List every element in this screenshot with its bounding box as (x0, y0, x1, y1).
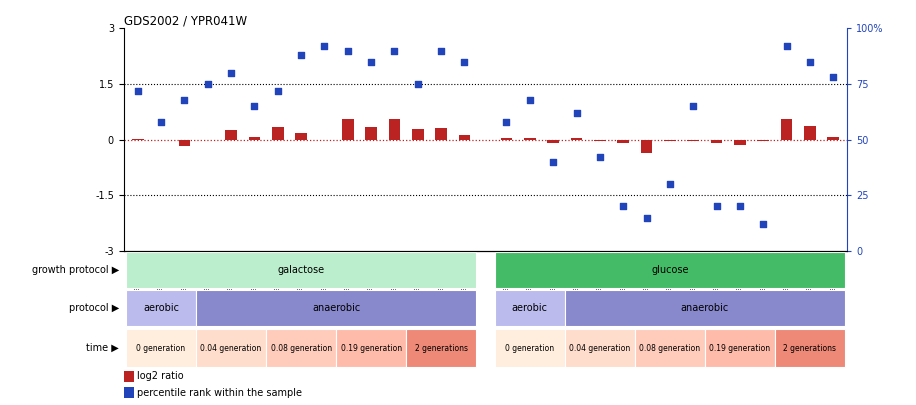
Bar (295, 133, 307, 140)
Text: glucose: glucose (651, 265, 689, 275)
Text: 0 generation: 0 generation (136, 343, 186, 352)
Text: GDS2002 / YPR041W: GDS2002 / YPR041W (124, 14, 246, 27)
Bar (132, 139, 144, 140)
Point (224, 70, 238, 76)
Text: protocol ▶: protocol ▶ (69, 303, 119, 313)
Point (802, 58, 817, 65)
Point (317, 43, 332, 49)
Bar (124, 371, 134, 382)
Bar (775, 328, 845, 367)
Point (522, 96, 537, 103)
Bar (406, 328, 476, 367)
Text: log2 ratio: log2 ratio (136, 371, 183, 381)
Text: 0.19 generation: 0.19 generation (341, 343, 401, 352)
Bar (524, 138, 536, 140)
Point (733, 203, 747, 210)
Bar (248, 137, 260, 140)
Text: 0.04 generation: 0.04 generation (569, 343, 630, 352)
Bar (495, 290, 565, 326)
Bar (272, 127, 284, 140)
Bar (266, 328, 336, 367)
Bar (388, 119, 400, 140)
Text: 0.19 generation: 0.19 generation (709, 343, 770, 352)
Bar (126, 328, 196, 367)
Bar (565, 328, 635, 367)
Bar (617, 140, 629, 143)
Bar (827, 137, 839, 140)
Bar (459, 135, 470, 140)
Text: 2 generations: 2 generations (415, 343, 468, 352)
Bar (571, 138, 583, 140)
Point (201, 81, 215, 87)
Point (154, 119, 169, 125)
Point (593, 154, 607, 161)
Bar (780, 119, 792, 140)
Text: galactose: galactose (278, 265, 324, 275)
Point (616, 203, 630, 210)
Bar (687, 140, 699, 141)
Bar (501, 138, 512, 140)
Text: growth protocol ▶: growth protocol ▶ (32, 265, 119, 275)
Point (177, 96, 191, 103)
Text: 0 generation: 0 generation (506, 343, 554, 352)
Point (457, 58, 472, 65)
Text: anaerobic: anaerobic (681, 303, 729, 313)
Point (410, 81, 425, 87)
Point (546, 159, 561, 165)
Bar (196, 290, 476, 326)
Point (826, 74, 841, 81)
Point (499, 119, 514, 125)
Point (434, 47, 449, 54)
Text: 0.04 generation: 0.04 generation (201, 343, 262, 352)
Bar (640, 140, 652, 153)
Bar (225, 130, 237, 140)
Point (662, 181, 677, 188)
Bar (412, 129, 423, 140)
Bar (804, 126, 816, 140)
Text: anaerobic: anaerobic (312, 303, 360, 313)
Bar (635, 328, 705, 367)
Point (130, 87, 145, 94)
Text: aerobic: aerobic (143, 303, 179, 313)
Bar (548, 140, 559, 143)
Point (686, 103, 701, 109)
Bar (342, 119, 354, 140)
Text: percentile rank within the sample: percentile rank within the sample (136, 388, 301, 398)
Point (639, 214, 654, 221)
Bar (124, 388, 134, 399)
Text: aerobic: aerobic (512, 303, 548, 313)
Point (341, 47, 355, 54)
Text: 2 generations: 2 generations (783, 343, 836, 352)
Bar (705, 328, 775, 367)
Bar (565, 290, 845, 326)
Point (270, 87, 285, 94)
Point (294, 52, 309, 58)
Text: 0.08 generation: 0.08 generation (270, 343, 332, 352)
Bar (435, 128, 447, 140)
Point (364, 58, 378, 65)
Bar (664, 140, 676, 141)
Bar (594, 140, 605, 141)
Bar (734, 140, 746, 145)
Bar (758, 140, 769, 141)
Bar (196, 328, 266, 367)
Point (569, 110, 583, 116)
Text: 0.08 generation: 0.08 generation (639, 343, 701, 352)
Point (756, 221, 770, 228)
Point (780, 43, 794, 49)
Bar (711, 140, 723, 143)
Bar (495, 252, 845, 288)
Bar (365, 127, 377, 140)
Bar (336, 328, 406, 367)
Bar (126, 290, 196, 326)
Bar (126, 252, 476, 288)
Point (387, 47, 402, 54)
Point (709, 203, 724, 210)
Bar (495, 328, 565, 367)
Point (247, 103, 262, 109)
Text: time ▶: time ▶ (86, 343, 119, 353)
Bar (179, 140, 191, 146)
